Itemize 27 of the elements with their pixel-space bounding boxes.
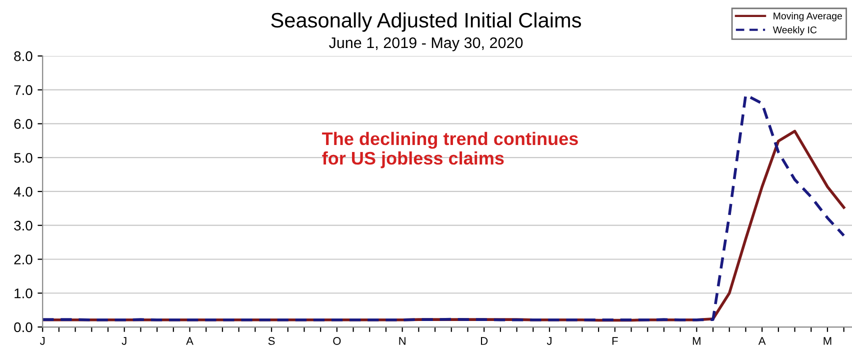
- line-series: [42, 94, 846, 322]
- x-tick-label: A: [186, 337, 194, 345]
- x-tick-label: J: [122, 337, 126, 345]
- legend-label: Weekly IC: [772, 26, 817, 36]
- x-tick-label: N: [399, 337, 406, 345]
- y-tick-label: 6.0: [14, 119, 32, 129]
- x-tick-label: A: [758, 337, 766, 345]
- y-tick-label: 2.0: [14, 254, 32, 264]
- y-tick-label: 8.0: [14, 51, 32, 62]
- x-tick-label: F: [612, 337, 618, 345]
- y-tick-label: 4.0: [14, 186, 32, 197]
- chart-subtitle: June 1, 2019 - May 30, 2020: [328, 37, 523, 52]
- y-tick-label: 7.0: [14, 85, 32, 96]
- annotation: The declining trend continues for US jobless claims: [322, 132, 578, 168]
- y-tick-label: 1.0: [14, 288, 32, 298]
- x-tick-label: S: [268, 337, 275, 345]
- chart-title: Seasonally Adjusted Initial Claims: [271, 12, 582, 32]
- x-tick-label: M: [692, 337, 700, 345]
- x-tick-label: M: [824, 337, 832, 345]
- legend-label: Moving Average: [774, 12, 842, 22]
- x-tick-label: J: [546, 337, 552, 345]
- y-tick-label: 3.0: [14, 220, 32, 231]
- x-tick-label: O: [333, 337, 341, 345]
- x-tick-label: J: [40, 337, 45, 345]
- y-tick-label: 0.0: [14, 322, 32, 332]
- x-tick-label: D: [480, 337, 488, 345]
- y-tick-label: 5.0: [14, 152, 32, 163]
